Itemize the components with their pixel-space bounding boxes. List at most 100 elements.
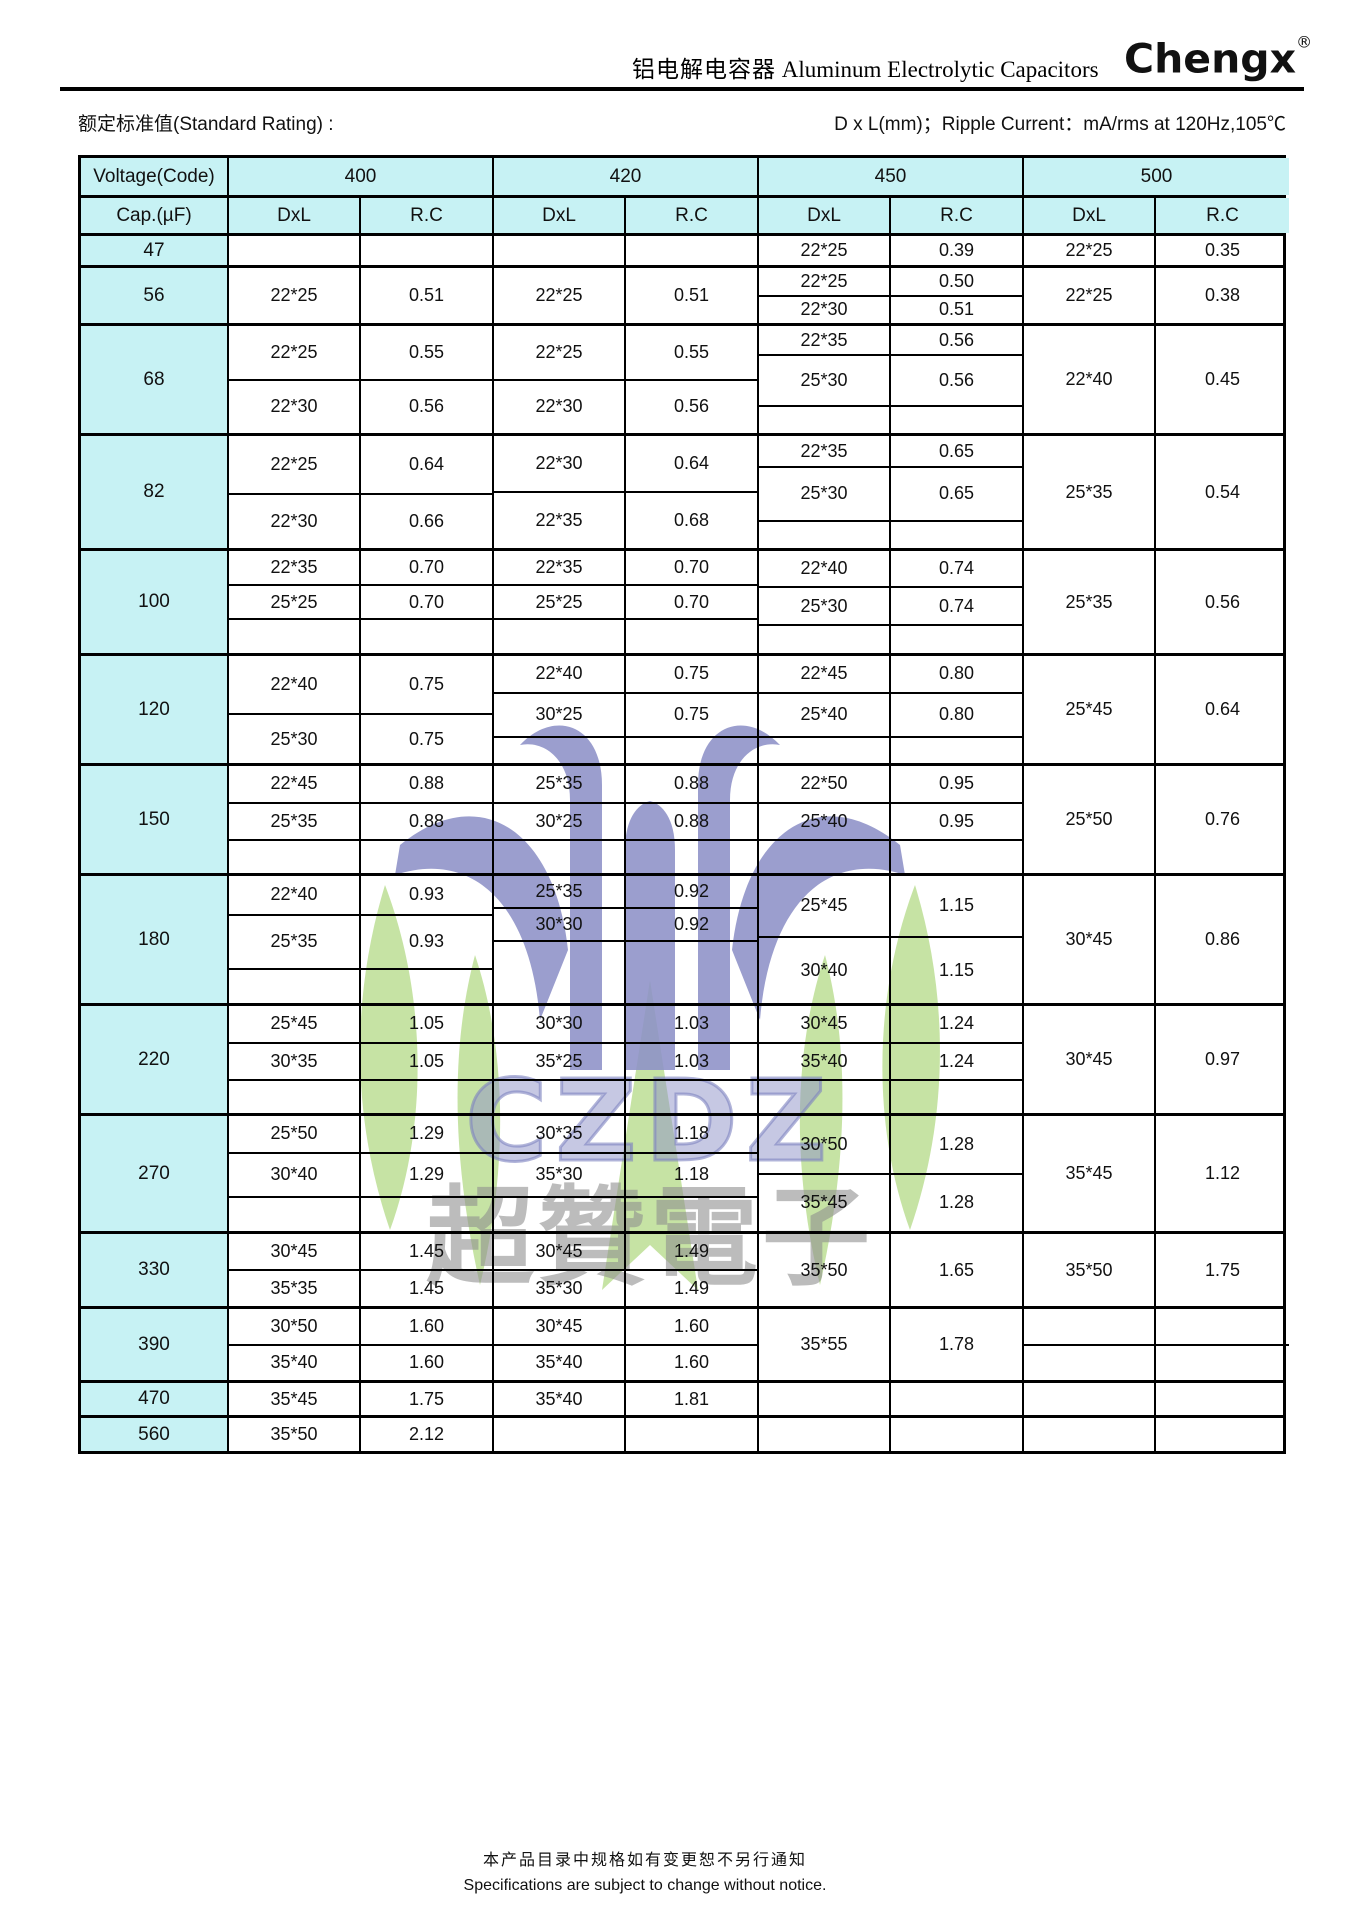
table-subrow: 22*35 0.70 xyxy=(494,551,757,584)
cap-group-68: 68 22*25 0.55 22*30 0.56 22*25 0.55 22*30 0.56 22… xyxy=(81,323,1283,433)
rc-cell xyxy=(891,407,1022,433)
rc-cell xyxy=(626,1418,757,1451)
dxl-cell: 22*50 xyxy=(759,766,891,802)
cap-group-390: 390 30*50 1.60 35*40 1.60 30*45 1.60 35*40 1.60 3… xyxy=(81,1306,1289,1380)
table-subrow: 22*40 0.74 xyxy=(759,551,1022,587)
table-subrow: 30*40 1.29 xyxy=(229,1151,492,1197)
registered-mark: ® xyxy=(1296,32,1313,52)
dxl-cell: 35*50 xyxy=(759,1234,891,1306)
dxl-cell: 22*30 xyxy=(494,436,626,492)
voltage-col-500: 22*25 0.35 xyxy=(1024,236,1289,265)
dxl-cell: 35*40 xyxy=(494,1383,626,1415)
rc-cell xyxy=(891,1081,1022,1113)
voltage-col-400: 22*35 0.70 25*25 0.70 xyxy=(229,551,494,654)
table-subrow: 22*40 0.93 xyxy=(229,876,492,914)
rc-cell: 0.45 xyxy=(1204,369,1241,389)
dxl-cell: 25*45 xyxy=(1024,656,1156,763)
rc-cell: 0.95 xyxy=(938,810,975,831)
rc-header: R.C xyxy=(626,198,757,233)
table-subrow: 35*50 2.12 xyxy=(229,1418,492,1451)
table-subrow: 22*25 0.38 xyxy=(1024,268,1289,323)
table-subrow: 22*25 0.51 xyxy=(494,268,757,323)
col-pair-400: DxL R.C xyxy=(229,198,494,233)
dxl-cell: 35*30 xyxy=(494,1153,626,1197)
dxl-cell: 22*40 xyxy=(494,656,626,692)
table-subrow: 30*40 1.15 xyxy=(759,935,1022,1003)
voltage-col-400: 35*45 1.75 xyxy=(229,1383,494,1415)
dxl-cell: 35*45 xyxy=(759,1174,891,1231)
rc-cell: 0.92 xyxy=(673,881,710,902)
rc-cell: 0.88 xyxy=(408,810,445,831)
voltage-col-420: 35*40 1.81 xyxy=(494,1383,759,1415)
voltage-col-420: 22*30 0.64 22*35 0.68 xyxy=(494,436,759,548)
rc-cell: 0.54 xyxy=(1204,481,1241,502)
dxl-cell xyxy=(1024,1309,1156,1344)
rc-cell: 0.38 xyxy=(1204,285,1241,305)
voltage-col-420: 25*35 0.92 30*30 0.92 xyxy=(494,876,759,1003)
voltage-col-420: 30*45 1.49 35*30 1.49 xyxy=(494,1234,759,1306)
table-subrow: 22*40 0.45 xyxy=(1024,326,1289,433)
table-subrow: 22*40 0.75 xyxy=(494,656,757,692)
cap-value: 120 xyxy=(81,656,229,763)
cap-group-180: 180 22*40 0.93 25*35 0.93 25*35 0.92 30*30 0.92 2… xyxy=(81,873,1283,1003)
dxl-cell: 22*35 xyxy=(229,551,361,584)
cap-value: 390 xyxy=(81,1309,229,1380)
dxl-cell xyxy=(759,521,891,548)
rc-header: R.C xyxy=(1156,198,1289,233)
voltage-col-400: 22*25 0.64 22*30 0.66 xyxy=(229,436,494,548)
dxl-cell: 22*40 xyxy=(1024,326,1156,433)
table-subrow: 25*40 0.80 xyxy=(759,691,1022,736)
watermark-leaves-icon xyxy=(360,885,940,1290)
dxl-cell xyxy=(494,1081,626,1113)
dxl-cell: 22*25 xyxy=(1024,236,1156,265)
table-subrow: 22*25 0.64 xyxy=(229,436,492,494)
dxl-cell: 30*30 xyxy=(494,1006,626,1042)
voltage-col-400: 30*50 1.60 35*40 1.60 xyxy=(229,1309,494,1380)
cap-group-150: 150 22*45 0.88 25*35 0.88 25*35 0.88 30*25 0.88 2… xyxy=(81,763,1283,873)
dxl-cell xyxy=(229,841,361,873)
table-subrow xyxy=(229,618,492,654)
dxl-cell: 22*40 xyxy=(759,551,891,587)
dxl-cell: 35*35 xyxy=(229,1271,361,1306)
rc-cell: 0.80 xyxy=(938,663,975,684)
table-subrow xyxy=(759,1383,1022,1415)
dxl-cell xyxy=(1024,1345,1156,1380)
rc-cell: 0.39 xyxy=(938,240,975,260)
table-subrow: 30*45 0.97 xyxy=(1024,1006,1289,1113)
voltage-col-500: 35*45 1.12 xyxy=(1024,1116,1289,1231)
rc-cell: 0.88 xyxy=(673,810,710,831)
rc-cell: 1.24 xyxy=(938,1013,975,1034)
rc-cell: 0.64 xyxy=(673,453,710,474)
table-subrow: 35*40 1.60 xyxy=(494,1343,757,1380)
rc-cell: 1.60 xyxy=(673,1352,710,1373)
table-subrow: 25*45 0.64 xyxy=(1024,656,1289,763)
dxl-cell: 30*45 xyxy=(229,1234,361,1269)
table-subrow xyxy=(759,623,1022,653)
table-subrow: 22*25 0.50 xyxy=(759,268,1022,295)
voltage-col-420 xyxy=(494,236,759,265)
table-subrow: 30*50 1.28 xyxy=(759,1116,1022,1173)
table-subrow xyxy=(1024,1383,1289,1415)
dxl-cell xyxy=(494,1198,626,1231)
dxl-cell: 25*30 xyxy=(759,356,891,405)
table-subrow: 25*45 1.05 xyxy=(229,1006,492,1042)
rc-cell: 0.56 xyxy=(938,369,975,390)
table-subrow: 25*35 0.93 xyxy=(229,913,492,968)
cap-group-120: 120 22*40 0.75 25*30 0.75 22*40 0.75 30*25 0.75 2… xyxy=(81,653,1283,763)
rc-cell: 0.51 xyxy=(673,285,710,305)
rc-cell: 0.65 xyxy=(938,483,975,504)
voltage-header-420: 420 xyxy=(494,158,759,195)
dxl-cell: 25*45 xyxy=(759,876,891,936)
cap-value: 180 xyxy=(81,876,229,1003)
rc-cell xyxy=(626,1198,757,1231)
table-subrow: 25*30 0.56 xyxy=(759,354,1022,405)
voltage-col-420: 30*30 1.03 35*25 1.03 xyxy=(494,1006,759,1113)
dxl-cell: 22*30 xyxy=(229,380,361,433)
table-subrow: 22*35 0.65 xyxy=(759,436,1022,467)
table-subrow: 22*25 0.55 xyxy=(494,326,757,379)
footer-note-en: Specifications are subject to change wit… xyxy=(463,1877,827,1894)
table-subrow xyxy=(494,839,757,873)
voltage-col-400: 22*40 0.93 25*35 0.93 xyxy=(229,876,494,1003)
voltage-col-400: 22*25 0.51 xyxy=(229,268,494,323)
